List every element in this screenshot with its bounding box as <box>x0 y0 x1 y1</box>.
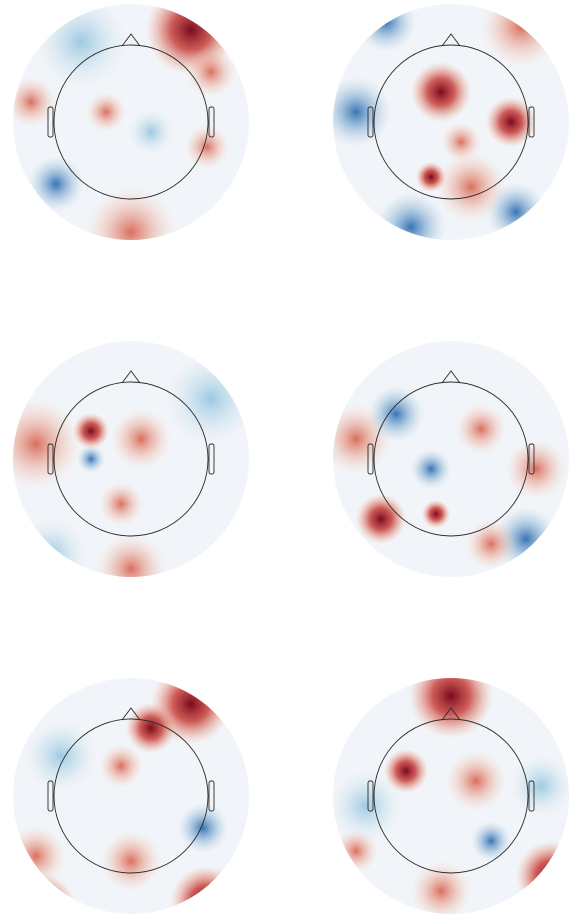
blob <box>506 439 566 499</box>
blob <box>376 192 446 240</box>
blob <box>333 771 401 841</box>
blob <box>16 519 86 577</box>
blob <box>486 97 536 147</box>
blob <box>101 831 161 891</box>
blob <box>411 861 471 914</box>
blob <box>185 125 229 169</box>
blob <box>368 386 424 442</box>
blob <box>73 413 109 449</box>
topomap <box>333 4 569 240</box>
topomap <box>13 4 249 240</box>
blob <box>86 187 176 240</box>
topomap <box>13 678 249 914</box>
blob <box>441 122 481 162</box>
blob <box>334 829 378 873</box>
blob <box>77 445 105 473</box>
blob <box>13 77 56 127</box>
blob <box>511 756 569 816</box>
blob <box>436 152 506 222</box>
blob <box>96 534 166 577</box>
blob <box>411 449 451 489</box>
topomap <box>333 678 569 914</box>
blob <box>99 744 143 788</box>
blob <box>333 77 391 147</box>
blob <box>409 678 493 738</box>
blob <box>26 721 96 791</box>
blob <box>36 4 126 87</box>
blob <box>384 749 428 793</box>
blob <box>99 482 143 526</box>
blob <box>28 156 84 212</box>
blob <box>86 92 126 132</box>
blob <box>422 500 450 528</box>
blob <box>178 803 228 853</box>
blob <box>111 409 171 469</box>
blob <box>471 821 511 861</box>
blob <box>466 519 516 569</box>
blob <box>411 62 471 122</box>
blob <box>129 110 173 154</box>
blob <box>186 47 236 97</box>
blob <box>356 494 406 544</box>
blob <box>416 162 446 192</box>
blob <box>446 751 506 811</box>
blob <box>456 404 506 454</box>
topomap <box>333 341 569 577</box>
topomap <box>13 341 249 577</box>
blob <box>126 703 176 753</box>
